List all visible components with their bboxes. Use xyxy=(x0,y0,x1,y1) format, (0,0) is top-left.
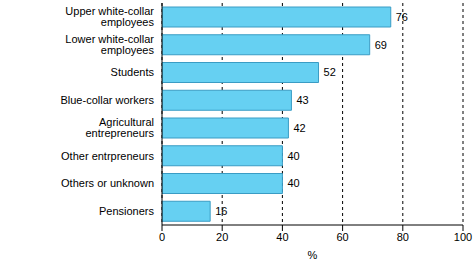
svg-text:16: 16 xyxy=(215,205,227,217)
svg-text:43: 43 xyxy=(296,94,308,106)
svg-text:100: 100 xyxy=(454,231,468,243)
svg-text:42: 42 xyxy=(293,122,305,134)
svg-text:0: 0 xyxy=(159,231,165,243)
svg-text:52: 52 xyxy=(324,66,336,78)
svg-text:40: 40 xyxy=(276,231,288,243)
svg-text:Students: Students xyxy=(111,66,155,78)
svg-text:Blue-collar workers: Blue-collar workers xyxy=(60,94,154,106)
svg-text:Others or unknown: Others or unknown xyxy=(61,177,154,189)
svg-text:Agriculturalentrepreneurs: Agriculturalentrepreneurs xyxy=(86,116,155,139)
svg-text:60: 60 xyxy=(336,231,348,243)
svg-text:Upper white-collaremployees: Upper white-collaremployees xyxy=(65,5,154,28)
svg-text:20: 20 xyxy=(216,231,228,243)
svg-text:40: 40 xyxy=(287,177,299,189)
svg-text:Other entrpreneurs: Other entrpreneurs xyxy=(61,150,154,162)
svg-text:Pensioners: Pensioners xyxy=(99,205,155,217)
svg-text:%: % xyxy=(308,249,318,259)
svg-text:80: 80 xyxy=(397,231,409,243)
svg-text:Lower white-collaremployees: Lower white-collaremployees xyxy=(65,33,154,56)
svg-text:76: 76 xyxy=(396,11,408,23)
svg-text:40: 40 xyxy=(287,150,299,162)
svg-text:69: 69 xyxy=(375,39,387,51)
